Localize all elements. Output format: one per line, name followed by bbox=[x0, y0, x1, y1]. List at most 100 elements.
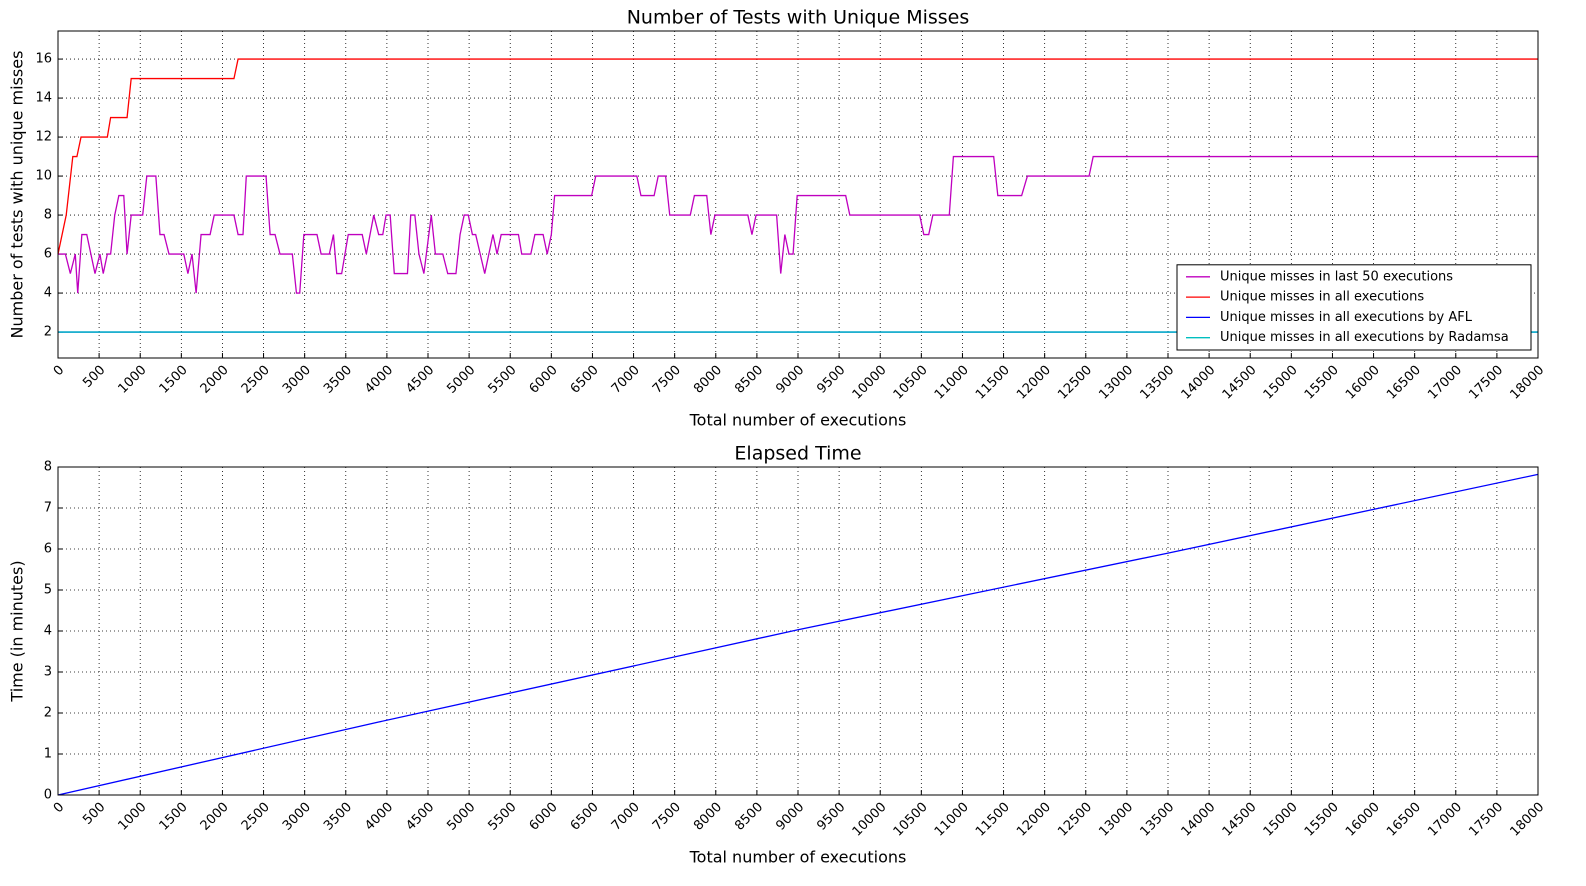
x-tick-label: 8000 bbox=[691, 800, 725, 834]
x-tick-label: 1000 bbox=[116, 800, 150, 834]
data-line bbox=[57, 58, 1538, 255]
x-tick-label: 7000 bbox=[609, 800, 643, 834]
x-tick-label: 2000 bbox=[198, 363, 232, 397]
x-tick-label: 8500 bbox=[732, 363, 766, 397]
x-tick-label: 10500 bbox=[891, 363, 931, 403]
x-tick-label: 11500 bbox=[973, 363, 1013, 403]
y-axis-label: Time (in minutes) bbox=[8, 560, 27, 702]
y-tick-label: 7 bbox=[44, 501, 52, 516]
y-tick-label: 12 bbox=[35, 130, 52, 145]
x-tick-label: 10500 bbox=[891, 800, 931, 840]
x-tick-label: 6000 bbox=[527, 800, 561, 834]
x-tick-label: 0 bbox=[51, 363, 67, 379]
y-tick-label: 8 bbox=[44, 460, 52, 475]
x-tick-label: 4500 bbox=[403, 800, 437, 834]
y-tick-label: 1 bbox=[44, 747, 52, 762]
x-axis-label: Total number of executions bbox=[689, 848, 907, 867]
x-tick-label: 3500 bbox=[321, 363, 355, 397]
x-tick-label: 13000 bbox=[1096, 800, 1136, 840]
x-tick-label: 17000 bbox=[1425, 800, 1465, 840]
x-tick-label: 17500 bbox=[1466, 800, 1506, 840]
x-tick-label: 17500 bbox=[1466, 363, 1506, 403]
y-tick-label: 2 bbox=[44, 706, 52, 721]
x-tick-label: 10000 bbox=[850, 363, 890, 403]
x-tick-label: 16000 bbox=[1343, 363, 1383, 403]
legend-box bbox=[1176, 264, 1532, 351]
x-tick-label: 16000 bbox=[1343, 800, 1383, 840]
x-tick-label: 8000 bbox=[691, 363, 725, 397]
x-tick-label: 6000 bbox=[527, 363, 561, 397]
x-tick-label: 11500 bbox=[973, 800, 1013, 840]
plot-frame bbox=[57, 466, 1539, 796]
x-tick-label: 5000 bbox=[444, 363, 478, 397]
x-tick-label: 8500 bbox=[732, 800, 766, 834]
x-tick-label: 6500 bbox=[568, 363, 602, 397]
x-tick-label: 0 bbox=[51, 800, 67, 816]
y-tick-label: 3 bbox=[44, 665, 52, 680]
x-tick-label: 1000 bbox=[116, 363, 150, 397]
x-tick-label: 2000 bbox=[198, 800, 232, 834]
y-tick-label: 5 bbox=[44, 583, 52, 598]
x-tick-label: 11000 bbox=[932, 800, 972, 840]
chart-title: Number of Tests with Unique Misses bbox=[627, 7, 970, 29]
legend-label: Unique misses in all executions by Radam… bbox=[1220, 330, 1509, 345]
x-tick-label: 7000 bbox=[609, 363, 643, 397]
x-tick-label: 12500 bbox=[1055, 363, 1095, 403]
x-tick-label: 12000 bbox=[1014, 800, 1054, 840]
x-tick-label: 3000 bbox=[280, 800, 314, 834]
y-tick-label: 2 bbox=[44, 325, 52, 340]
x-tick-label: 7500 bbox=[650, 800, 684, 834]
x-tick-label: 13500 bbox=[1137, 800, 1177, 840]
x-tick-label: 18000 bbox=[1507, 800, 1547, 840]
x-tick-label: 4500 bbox=[403, 363, 437, 397]
x-tick-label: 1500 bbox=[157, 800, 191, 834]
x-tick-label: 11000 bbox=[932, 363, 972, 403]
x-tick-label: 14000 bbox=[1179, 800, 1219, 840]
y-tick-label: 0 bbox=[44, 788, 52, 803]
x-tick-label: 1500 bbox=[157, 363, 191, 397]
y-tick-label: 8 bbox=[44, 208, 52, 223]
x-tick-label: 2500 bbox=[239, 363, 273, 397]
x-tick-label: 12000 bbox=[1014, 363, 1054, 403]
y-tick-label: 10 bbox=[35, 169, 52, 184]
x-tick-label: 17000 bbox=[1425, 363, 1465, 403]
x-tick-label: 5500 bbox=[486, 363, 520, 397]
x-tick-label: 2500 bbox=[239, 800, 273, 834]
plot-frame bbox=[57, 30, 1539, 359]
x-tick-label: 15000 bbox=[1261, 800, 1301, 840]
x-axis-label: Total number of executions bbox=[689, 411, 907, 430]
y-tick-label: 4 bbox=[44, 624, 52, 639]
x-tick-label: 14500 bbox=[1220, 800, 1260, 840]
x-tick-label: 5000 bbox=[444, 800, 478, 834]
chart-title: Elapsed Time bbox=[734, 443, 861, 465]
x-tick-label: 9500 bbox=[814, 363, 848, 397]
x-tick-label: 16500 bbox=[1384, 800, 1424, 840]
x-tick-label: 9000 bbox=[773, 800, 807, 834]
legend-label: Unique misses in all executions by AFL bbox=[1220, 310, 1473, 325]
legend-label: Unique misses in all executions bbox=[1220, 290, 1424, 305]
legend-label: Unique misses in last 50 executions bbox=[1220, 269, 1453, 284]
x-tick-label: 4000 bbox=[362, 363, 396, 397]
x-tick-label: 14000 bbox=[1179, 363, 1219, 403]
x-tick-label: 12500 bbox=[1055, 800, 1095, 840]
x-tick-label: 18000 bbox=[1507, 363, 1547, 403]
x-tick-label: 5500 bbox=[486, 800, 520, 834]
x-tick-label: 3000 bbox=[280, 363, 314, 397]
x-tick-label: 13500 bbox=[1137, 363, 1177, 403]
x-tick-label: 15500 bbox=[1302, 800, 1342, 840]
x-tick-label: 15500 bbox=[1302, 363, 1342, 403]
x-tick-label: 7500 bbox=[650, 363, 684, 397]
x-tick-label: 6500 bbox=[568, 800, 602, 834]
x-tick-label: 3500 bbox=[321, 800, 355, 834]
x-tick-label: 500 bbox=[80, 363, 108, 391]
x-tick-label: 4000 bbox=[362, 800, 396, 834]
x-tick-label: 9500 bbox=[814, 800, 848, 834]
y-tick-label: 4 bbox=[44, 286, 52, 301]
data-line bbox=[58, 155, 1538, 294]
y-tick-label: 16 bbox=[35, 52, 52, 67]
y-tick-label: 6 bbox=[44, 542, 52, 557]
y-tick-label: 14 bbox=[35, 91, 52, 106]
y-axis-label: Number of tests with unique misses bbox=[8, 51, 27, 339]
